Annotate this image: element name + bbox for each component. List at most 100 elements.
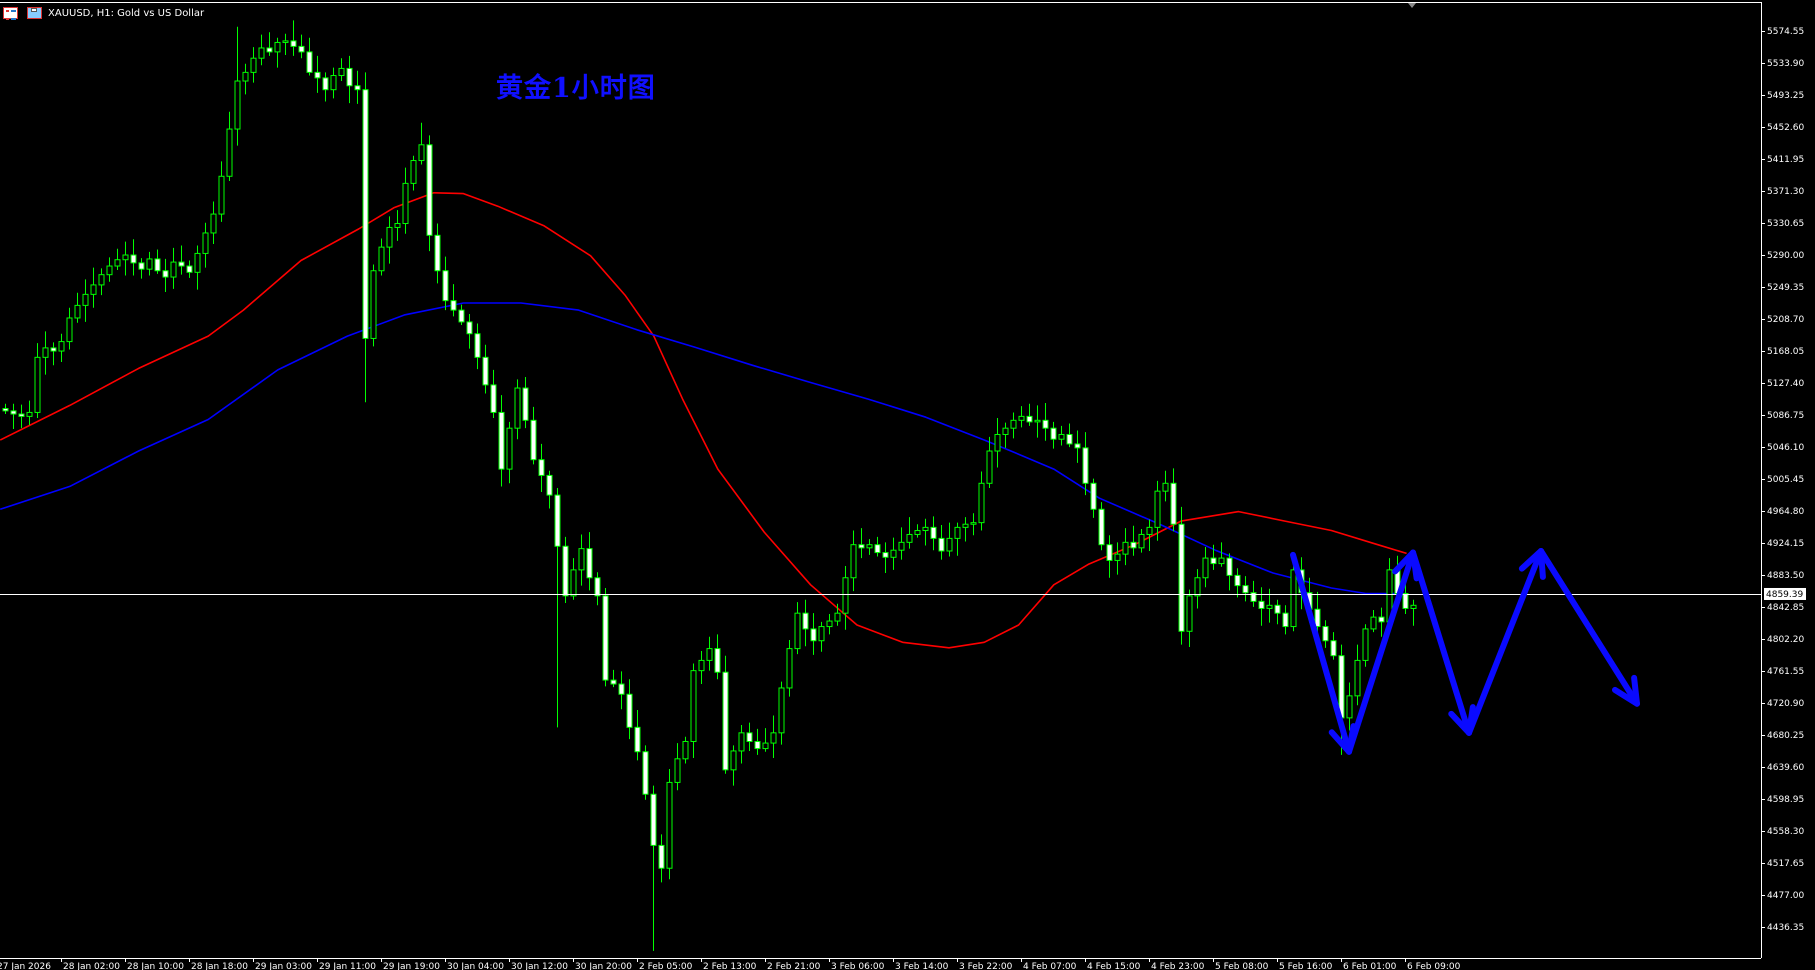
candle-body (626, 693, 633, 728)
candle (546, 470, 553, 509)
annotation-title: 黄金1小时图 (496, 73, 656, 104)
candle (898, 527, 905, 560)
candle-body (90, 284, 97, 295)
candle (330, 67, 337, 99)
candle-body (306, 51, 313, 73)
ma-slow-line (0, 302, 1407, 595)
time-tick-label: 30 Jan 20:00 (575, 962, 632, 970)
chart-list-icon[interactable] (3, 7, 18, 20)
candle (834, 603, 841, 626)
candle-body (890, 549, 897, 558)
candle-body (786, 648, 793, 689)
candle-body (354, 85, 361, 91)
candle-body (498, 411, 505, 470)
candle-body (322, 77, 329, 91)
candle-body (426, 144, 433, 236)
forecast-arrow[interactable] (1538, 547, 1640, 707)
candle (1266, 588, 1273, 623)
candle-body (170, 261, 177, 278)
candle (594, 572, 601, 606)
candle (410, 155, 417, 191)
candle-body (1114, 553, 1121, 561)
candle-body (874, 544, 881, 554)
candle-body (1162, 482, 1169, 492)
price-tick-label: 4477.00 (1767, 891, 1804, 901)
candle (810, 613, 817, 655)
ma-fast-line (0, 192, 1407, 649)
time-tick-label: 3 Feb 06:00 (831, 962, 885, 970)
candle-body (1210, 557, 1217, 565)
candle-body (314, 71, 321, 79)
candle-body (738, 732, 745, 752)
candle (314, 55, 321, 93)
candle-body (74, 304, 81, 319)
price-tick-label: 5208.70 (1767, 315, 1804, 325)
candle-body (906, 533, 913, 543)
symbol-properties-icon[interactable] (27, 7, 42, 19)
candle-body (1218, 557, 1225, 565)
candle (738, 724, 745, 764)
candle-body (1354, 659, 1361, 697)
candle-body (1378, 616, 1385, 623)
candle (114, 248, 121, 270)
forecast-arrow[interactable] (1346, 549, 1420, 755)
candle-body (1410, 604, 1417, 609)
candle (1202, 547, 1209, 588)
candle-body (1402, 592, 1409, 609)
candle (250, 47, 257, 83)
forecast-arrowhead-icon (1611, 674, 1640, 707)
candle (1370, 610, 1377, 633)
candle (914, 524, 921, 538)
candle (202, 222, 209, 268)
candle (674, 743, 681, 791)
candle-body (82, 293, 89, 306)
candle (442, 256, 449, 311)
candle-body (2, 408, 9, 412)
forecast-arrow[interactable] (1290, 551, 1357, 755)
time-tick-label: 3 Feb 14:00 (895, 962, 949, 970)
candle-body (1346, 695, 1353, 719)
candle (1314, 591, 1321, 637)
candle-body (618, 683, 625, 695)
candle-body (330, 75, 337, 91)
candle (1186, 589, 1193, 648)
candle (1410, 599, 1417, 626)
candle (530, 406, 537, 465)
candle (666, 769, 673, 880)
candle (282, 33, 289, 56)
time-tick-label: 6 Feb 09:00 (1407, 962, 1461, 970)
candle-body (634, 726, 641, 753)
time-tick-label: 2 Feb 05:00 (639, 962, 693, 970)
candle-body (386, 226, 393, 248)
candle-body (954, 526, 961, 539)
candle-body (34, 356, 41, 413)
candle (258, 34, 265, 66)
candle (642, 745, 649, 800)
time-tick-label: 28 Jan 18:00 (191, 962, 248, 970)
forecast-arrow-shaft (1538, 547, 1640, 707)
candle (1226, 553, 1233, 591)
time-tick-label: 29 Jan 19:00 (383, 962, 440, 970)
time-tick-label: 5 Feb 08:00 (1215, 962, 1269, 970)
candle-body (898, 541, 905, 551)
candle (306, 37, 313, 76)
candle-body (402, 182, 409, 225)
price-tick-label: 4598.95 (1767, 795, 1804, 805)
forecast-arrow[interactable] (1466, 547, 1546, 736)
time-tick-label: 30 Jan 12:00 (511, 962, 568, 970)
candle (498, 395, 505, 487)
candle (1146, 519, 1153, 551)
price-tick-label: 4761.55 (1767, 667, 1804, 677)
candle (338, 58, 345, 82)
candle (1010, 412, 1017, 439)
candle-body (882, 552, 889, 558)
candle (746, 722, 753, 751)
candle (10, 403, 17, 429)
price-tick-label: 4842.85 (1767, 603, 1804, 613)
forecast-arrow[interactable] (1410, 549, 1476, 736)
candle (1330, 632, 1337, 660)
candle (1050, 421, 1057, 449)
candle-body (1002, 427, 1009, 435)
candle-body (26, 411, 33, 417)
